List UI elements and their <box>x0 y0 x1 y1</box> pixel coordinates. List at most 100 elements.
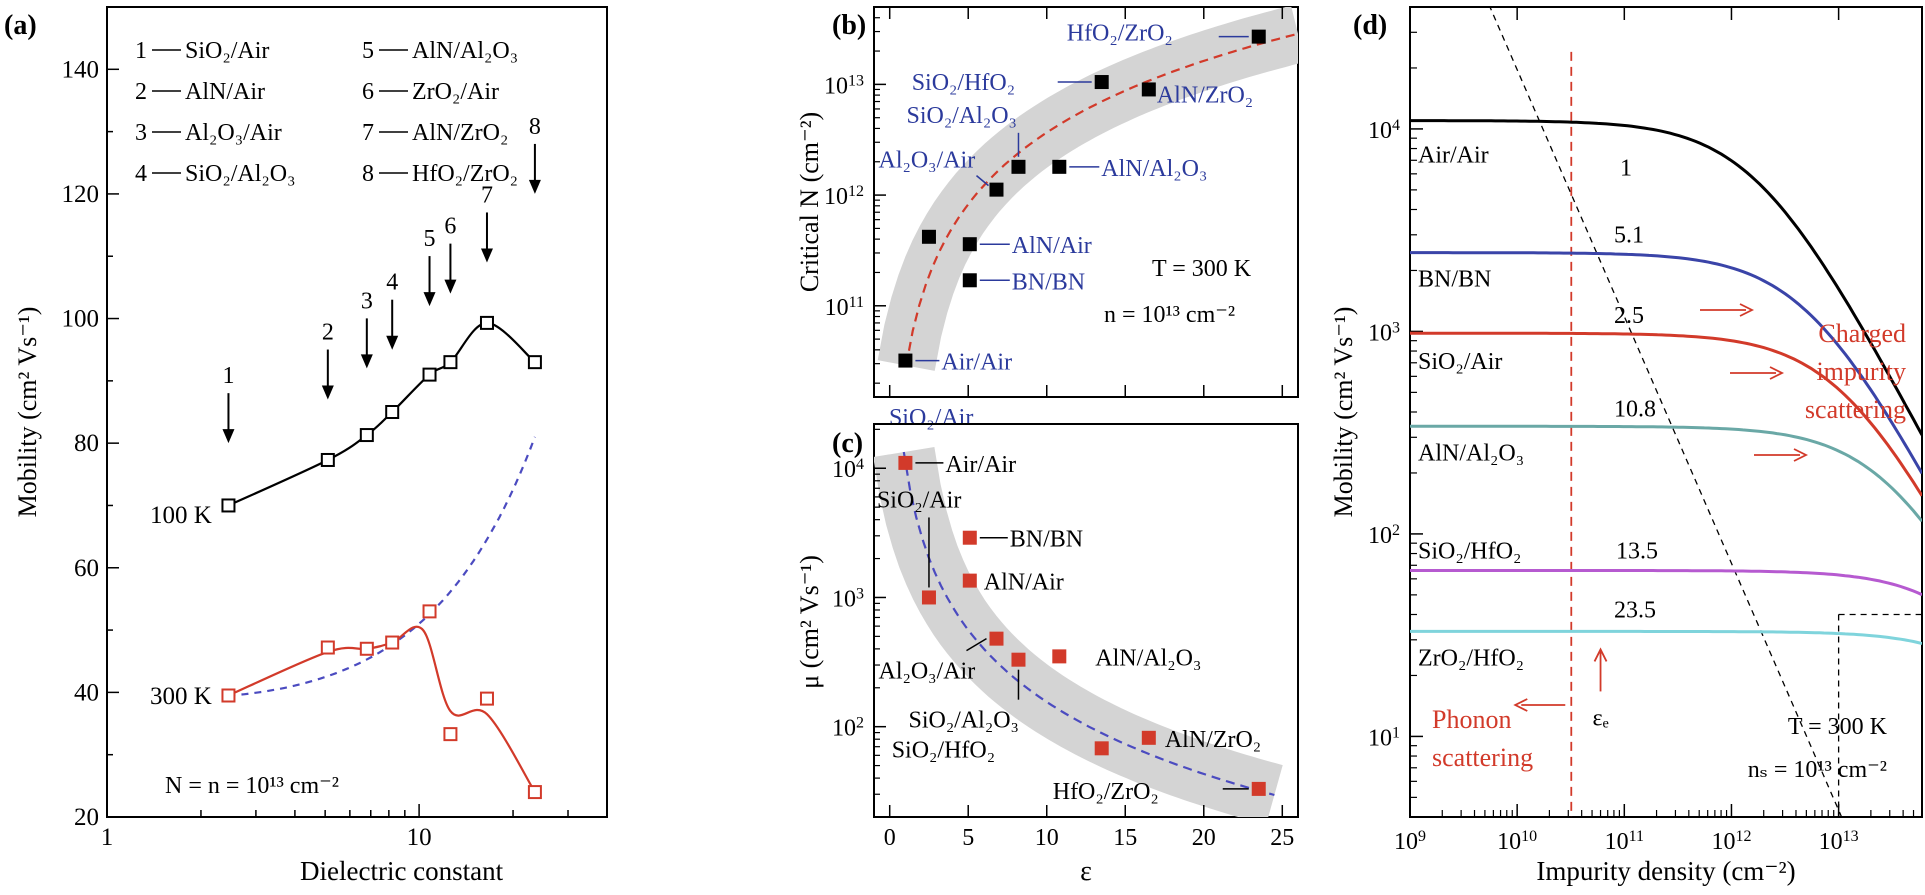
point-label: AlN/Al₂O₃ <box>1095 645 1201 671</box>
panel-c: (c) 102 103 104 0 5 10 15 20 25 Air/Air SiO₂/Air BN… <box>795 423 1299 887</box>
arrow-head <box>480 248 493 263</box>
arrow-head <box>386 335 399 350</box>
data-point-100k <box>221 498 236 513</box>
y-tick-label: 103 <box>1368 319 1400 347</box>
data-point <box>898 353 913 368</box>
point-arrow <box>976 175 989 187</box>
panel-b: (b) 1011 1012 1013 Air/Air SiO₂/Air BN/BN AlN/… <box>795 6 1299 431</box>
y-tick-exp: 1 <box>1392 724 1400 741</box>
y-tick-label: 120 <box>62 181 100 208</box>
x-tick-label: 1013 <box>1819 828 1859 856</box>
data-point <box>898 455 913 470</box>
data-point <box>962 237 977 252</box>
panel-b-fit-curve <box>905 32 1298 366</box>
data-point-100k <box>320 452 335 467</box>
x-tick-exp: 11 <box>1629 828 1644 845</box>
y-tick-label: 102 <box>1368 521 1400 549</box>
y-tick-exp: 4 <box>856 456 864 473</box>
series-label: AlN/Al₂O₃ <box>1418 440 1524 466</box>
x-tick-label: 10 <box>1035 825 1059 851</box>
legend-number: 7 <box>362 120 374 146</box>
series-label: ZrO₂/HfO₂ <box>1418 645 1524 671</box>
mobility-curve <box>1410 629 1922 645</box>
data-point <box>1251 29 1266 44</box>
mobility-curve <box>1410 119 1922 436</box>
y-tick-label: 101 <box>1368 724 1400 752</box>
data-point <box>1011 159 1026 174</box>
y-tick-exp: 3 <box>856 585 864 602</box>
data-point <box>962 530 977 545</box>
epsilon-label: 5.1 <box>1614 223 1644 249</box>
data-point <box>962 273 977 288</box>
point-label: BN/BN <box>1010 527 1083 553</box>
epsilon-label: 13.5 <box>1616 538 1658 564</box>
series-label: SiO₂/Air <box>1418 349 1502 375</box>
data-point-100k <box>385 405 400 419</box>
data-point-100k <box>479 315 494 330</box>
panel-b-density: n = 10¹³ cm⁻² <box>1104 302 1235 328</box>
legend-entry: AlN/Al₂O₃ <box>412 38 518 64</box>
panel-a-legend: 1 SiO₂/Air 2 AlN/Air 3 Al₂O₃/Air 4 SiO₂/Al₂O₃ 5 A… <box>135 38 518 187</box>
point-label: SiO₂/Air <box>877 487 961 513</box>
x-tick-label: 0 <box>884 825 896 851</box>
panel-b-plot: 1011 1012 1013 Air/Air SiO₂/Air BN/BN AlN/Air A… <box>824 6 1298 431</box>
y-tick-exp: 3 <box>1392 319 1400 336</box>
x-tick-label: 1011 <box>1605 828 1644 856</box>
arrow-head <box>222 429 235 444</box>
series-label: SiO₂/HfO₂ <box>1418 538 1521 564</box>
series-label-100k: 100 K <box>150 502 212 529</box>
data-point-300k <box>359 641 374 656</box>
point-label: AlN/ZrO₂ <box>1157 82 1253 108</box>
legend-entry: Al₂O₃/Air <box>185 120 282 146</box>
epsilon-label: 23.5 <box>1614 597 1656 623</box>
panel-c-label: (c) <box>832 428 863 459</box>
data-point-300k <box>320 640 335 655</box>
mobility-curve <box>1410 331 1922 497</box>
charged-text: Charged <box>1818 319 1906 348</box>
arrow-head <box>423 292 436 307</box>
point-label: AlN/Air <box>984 570 1064 596</box>
x-tick-exp: 12 <box>1735 828 1751 845</box>
charged-arrow-head <box>1793 448 1809 462</box>
y-tick-label: 102 <box>832 714 864 742</box>
panel-c-fit-curve <box>902 451 1275 797</box>
point-label: HfO₂/ZrO₂ <box>1053 779 1159 805</box>
x-tick-label: 25 <box>1270 825 1294 851</box>
panel-b-ylabel: Critical N (cm⁻²) <box>795 112 824 292</box>
impurity-limit-line <box>1489 7 1843 817</box>
legend-entry: SiO₂/Air <box>185 38 269 64</box>
x-tick-label: 10 <box>407 824 432 851</box>
point-label: Air/Air <box>945 452 1016 478</box>
point-label: Al₂O₃/Air <box>878 659 975 685</box>
data-point <box>1094 75 1109 90</box>
panel-a: (a) 1 10 20 40 60 80 100 120 140 1 SiO₂/Air 2 AlN/A… <box>4 7 608 886</box>
phonon-text: scattering <box>1432 743 1533 772</box>
x-tick-label: 1012 <box>1711 828 1751 856</box>
x-tick-label: 109 <box>1394 828 1426 856</box>
legend-number: 2 <box>135 79 147 105</box>
data-point-300k <box>479 691 494 706</box>
phonon-text: Phonon <box>1432 705 1511 734</box>
panel-a-annotation: N = n = 10¹³ cm⁻² <box>165 773 339 799</box>
legend-entry: ZrO₂/Air <box>412 79 499 105</box>
data-point-300k <box>221 688 236 703</box>
arrow-head <box>321 385 334 400</box>
point-label: AlN/Air <box>1012 233 1092 259</box>
legend-number: 4 <box>135 161 147 187</box>
arrow-label: 6 <box>444 214 456 240</box>
y-tick-exp: 11 <box>849 293 864 310</box>
x-tick-label: 1 <box>101 824 114 851</box>
data-point-100k <box>527 355 542 370</box>
data-point-300k <box>385 635 400 650</box>
panel-d-xlabel: Impurity density (cm⁻²) <box>1536 856 1795 886</box>
data-point <box>1251 781 1266 796</box>
y-tick-label: 40 <box>74 679 99 706</box>
y-tick-exp: 12 <box>848 183 864 200</box>
density-label: nₛ = 10¹³ cm⁻² <box>1748 757 1887 783</box>
epsilon-label: 2.5 <box>1614 303 1644 329</box>
point-label: SiO₂/Al₂O₃ <box>908 708 1018 734</box>
point-label: BN/BN <box>1012 269 1085 295</box>
legend-number: 6 <box>362 79 374 105</box>
